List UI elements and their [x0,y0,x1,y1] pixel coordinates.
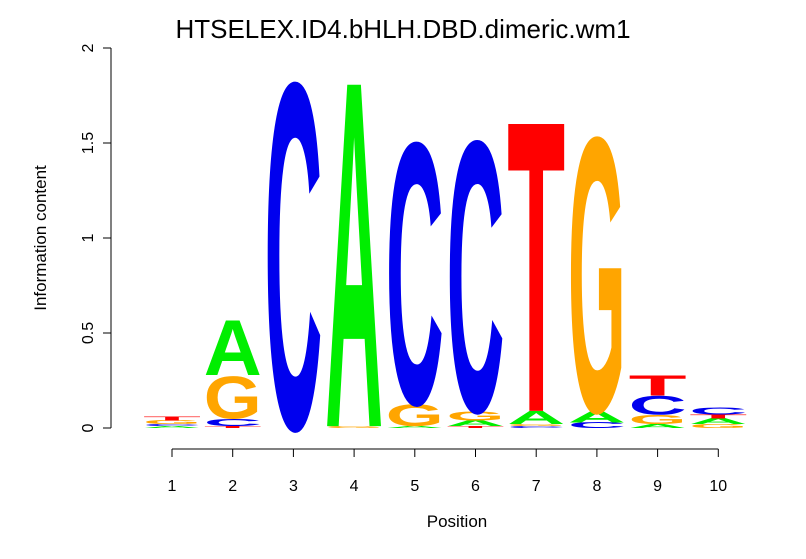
letter-C: C [507,426,565,429]
x-tick-label: 2 [228,478,237,495]
chart-title: HTSELEX.ID4.bHLH.DBD.dimeric.wm1 [175,14,630,44]
stack-position-8: CAG [568,55,626,494]
letter-G: G [689,423,747,429]
letter-A: A [629,423,687,429]
y-tick-label: 0.5 [80,322,97,344]
letter-T: T [689,414,747,420]
stack-position-3: C [264,0,322,534]
x-axis-label: Position [427,512,487,531]
letter-T: T [143,416,201,422]
letter-G: G [507,424,565,427]
letter-T: T [629,369,687,402]
letter-A: A [689,417,747,426]
letter-G: G [386,398,444,433]
letter-G: G [325,426,383,429]
x-tick-label: 4 [350,478,359,495]
x-tick-label: 5 [410,478,419,495]
letter-C: C [689,405,747,417]
letter-A: A [447,419,505,428]
letter-C: C [204,417,262,429]
stack-position-4: GA [325,0,383,532]
letter-C: C [629,391,687,421]
letter-A: A [568,408,626,426]
letter-T: T [204,426,262,429]
y-tick-label: 2 [80,43,97,52]
letter-G: G [447,409,505,424]
letter-A: A [325,0,383,532]
letter-C: C [447,61,505,494]
x-tick-label: 7 [532,478,541,495]
x-tick-label: 6 [471,478,480,495]
letter-G: G [629,413,687,428]
letter-A: A [507,408,565,429]
letter-C: C [386,66,444,484]
x-axis: 1 2 3 4 5 6 7 8 9 10 [168,448,727,495]
x-tick-label: 1 [168,478,177,495]
letter-G: G [204,364,262,432]
x-tick-label: 3 [289,478,298,495]
letter-G: G [143,420,201,426]
y-tick-label: 1 [80,233,97,242]
y-axis: 0 0.5 1 1.5 2 [80,43,112,432]
letter-T: T [447,426,505,429]
letter-C: C [568,421,626,430]
letter-A: A [204,303,262,391]
stack-position-5: AGC [386,66,444,484]
letter-A: A [386,426,444,429]
letter-A: A [143,426,201,429]
letter-T: T [507,34,565,500]
x-tick-label: 10 [709,478,727,495]
y-axis-label: Information content [31,165,50,311]
y-tick-label: 0 [80,423,97,432]
x-tick-label: 9 [653,478,662,495]
letter-C: C [143,424,201,427]
letter-G: G [568,55,626,494]
letter-C: C [264,0,322,534]
y-tick-label: 1.5 [80,132,97,154]
x-tick-label: 8 [592,478,601,495]
